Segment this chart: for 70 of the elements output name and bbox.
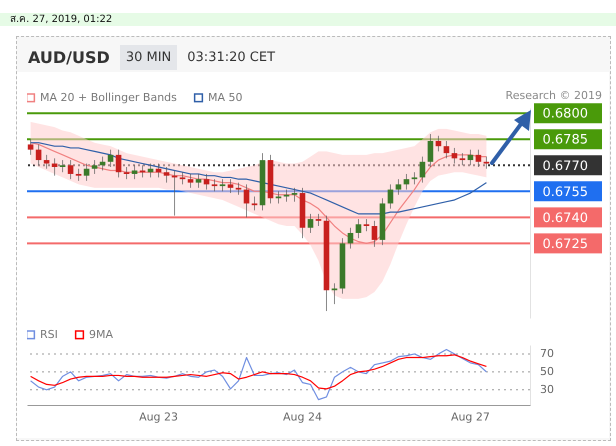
legend-label: MA 20 + Bollinger Bands: [40, 90, 178, 104]
candlestick: [396, 178, 402, 196]
candlestick: [108, 149, 114, 168]
candlestick: [476, 149, 482, 168]
x-tick-label: Aug 24: [283, 410, 322, 424]
x-tick-label: Aug 27: [450, 410, 490, 424]
y-tick-label: 0.6770: [542, 158, 588, 174]
candlestick: [36, 144, 42, 166]
y-tick-label: 70: [540, 346, 554, 360]
text: ส.ค. 27, 2019, 01:22: [0, 13, 616, 26]
y-tick-label: 30: [540, 382, 554, 396]
y-tick-label: 0.6725: [542, 236, 588, 252]
candlestick: [404, 173, 410, 190]
y-tick-label: 0.6785: [542, 132, 588, 148]
candlestick: [44, 154, 50, 170]
line-series: [30, 142, 488, 214]
candlestick: [52, 158, 58, 176]
legend-label: 9MA: [89, 328, 114, 341]
candlestick: [100, 156, 106, 171]
candlestick: [132, 164, 138, 180]
candlestick: [316, 213, 322, 227]
candlestick: [436, 135, 442, 152]
text: 03:31:20 CET: [187, 50, 276, 64]
candlestick: [420, 156, 426, 184]
candlestick: [28, 138, 34, 156]
line-series: [30, 348, 488, 400]
y-tick-label: 50: [540, 364, 554, 378]
candlestick: [220, 178, 226, 192]
x-tick-label: Aug 23: [139, 410, 178, 424]
candlestick: [164, 166, 170, 184]
line-series: [30, 142, 488, 244]
candlestick: [212, 178, 218, 192]
legend-label: RSI: [40, 328, 58, 341]
candlestick: [348, 227, 354, 250]
chart-subtitle: 30 MIN: [120, 44, 178, 70]
candlestick: [468, 149, 474, 166]
candlestick: [196, 173, 202, 188]
candlestick: [236, 182, 242, 196]
candlestick: [228, 178, 234, 194]
text: Research © 2019: [506, 89, 602, 102]
candlestick: [180, 172, 186, 185]
candlestick: [124, 166, 130, 180]
candlestick: [388, 184, 394, 210]
candlestick: [332, 282, 338, 305]
candlestick: [308, 213, 314, 234]
candlestick: [244, 184, 250, 218]
candlestick: [252, 196, 258, 211]
y-tick-label: 0.6740: [542, 210, 588, 226]
candlestick: [116, 149, 122, 178]
legend-label: MA 50: [208, 90, 243, 104]
candlestick: [284, 189, 290, 202]
y-tick-label: 0.6755: [542, 184, 588, 200]
candlestick: [444, 140, 450, 159]
candlestick: [428, 134, 434, 168]
candlestick: [148, 163, 154, 178]
candlestick: [188, 173, 194, 188]
y-tick-label: 0.6800: [542, 106, 588, 122]
candlestick: [364, 218, 370, 232]
candlestick: [156, 163, 162, 178]
candlestick: [84, 163, 90, 182]
candlestick: [372, 220, 378, 248]
line-series: [30, 354, 488, 390]
chart-title: AUD/USD: [28, 48, 110, 66]
candlestick: [172, 170, 178, 216]
candlestick: [204, 173, 210, 190]
candlestick: [452, 147, 458, 164]
candlestick: [356, 218, 362, 239]
candlestick: [276, 190, 282, 204]
candlestick: [68, 160, 74, 180]
candlestick: [292, 187, 298, 202]
